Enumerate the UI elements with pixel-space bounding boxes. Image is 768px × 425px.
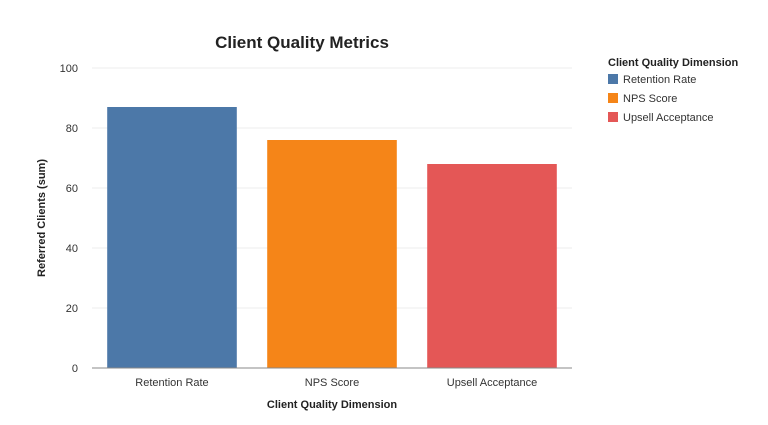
legend: Client Quality Dimension Retention Rate N… xyxy=(608,57,738,124)
y-tick-label: 0 xyxy=(72,363,78,375)
legend-title: Client Quality Dimension xyxy=(608,57,738,69)
y-tick-label: 100 xyxy=(60,63,78,75)
bar-nps-score xyxy=(267,140,397,368)
x-tick-label: Upsell Acceptance xyxy=(447,377,538,389)
chart-title: Client Quality Metrics xyxy=(215,33,389,52)
y-tick-label: 80 xyxy=(66,123,78,135)
legend-item-label: NPS Score xyxy=(623,93,677,105)
bar-upsell-acceptance xyxy=(427,164,557,368)
x-tick-label: NPS Score xyxy=(305,377,359,389)
y-tick-label: 40 xyxy=(66,243,78,255)
legend-swatch xyxy=(608,93,618,103)
y-axis-title: Referred Clients (sum) xyxy=(36,159,48,277)
bar-retention-rate xyxy=(107,107,237,368)
x-axis-ticks: Retention Rate NPS Score Upsell Acceptance xyxy=(135,377,537,389)
legend-item-label: Retention Rate xyxy=(623,74,696,86)
x-tick-label: Retention Rate xyxy=(135,377,208,389)
x-axis-title: Client Quality Dimension xyxy=(267,399,397,411)
y-tick-label: 60 xyxy=(66,183,78,195)
legend-item-label: Upsell Acceptance xyxy=(623,112,714,124)
y-tick-label: 20 xyxy=(66,303,78,315)
legend-swatch xyxy=(608,112,618,122)
y-axis-ticks: 0 20 40 60 80 100 xyxy=(60,63,78,375)
bars xyxy=(107,107,557,368)
legend-swatch xyxy=(608,74,618,84)
